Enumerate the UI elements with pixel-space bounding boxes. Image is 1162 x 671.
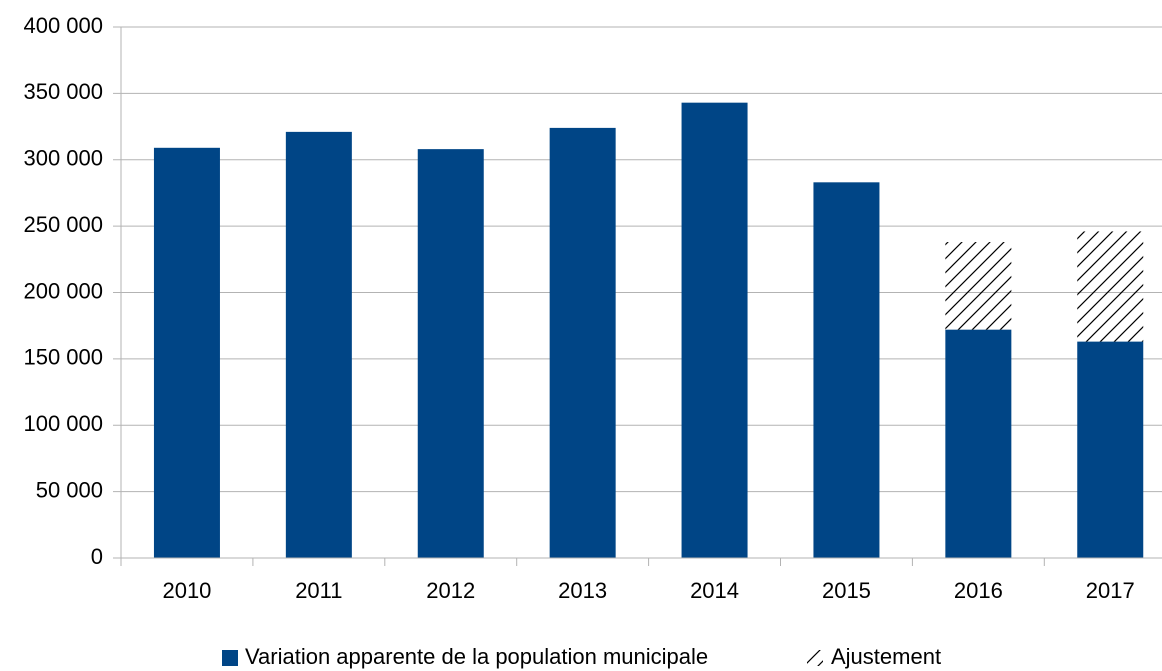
x-tick-label: 2010 <box>162 578 211 603</box>
legend-label: Ajustement <box>831 644 941 669</box>
x-tick-label: 2015 <box>822 578 871 603</box>
bar <box>681 102 748 558</box>
bar <box>549 127 616 558</box>
legend-swatch <box>807 650 823 666</box>
bar <box>1077 341 1144 558</box>
y-tick-label: 200 000 <box>23 278 103 303</box>
bar <box>285 131 352 558</box>
legend-swatch <box>222 650 238 666</box>
y-tick-label: 300 000 <box>23 146 103 171</box>
y-tick-label: 250 000 <box>23 212 103 237</box>
x-tick-label: 2016 <box>954 578 1003 603</box>
x-tick-label: 2014 <box>690 578 739 603</box>
y-tick-label: 0 <box>91 544 103 569</box>
y-tick-label: 50 000 <box>36 477 103 502</box>
bar <box>153 147 220 559</box>
x-tick-label: 2012 <box>426 578 475 603</box>
hatch-bar <box>1077 231 1144 342</box>
hatch-bar <box>945 242 1012 330</box>
bar <box>417 149 484 558</box>
bar <box>945 329 1012 558</box>
legend-label: Variation apparente de la population mun… <box>245 644 708 669</box>
x-tick-label: 2011 <box>295 578 342 603</box>
x-tick-label: 2017 <box>1086 578 1135 603</box>
y-tick-label: 150 000 <box>23 345 103 370</box>
y-tick-label: 350 000 <box>23 79 103 104</box>
y-tick-label: 400 000 <box>23 13 103 38</box>
bar <box>813 182 880 558</box>
y-tick-label: 100 000 <box>23 411 103 436</box>
x-tick-label: 2013 <box>558 578 607 603</box>
